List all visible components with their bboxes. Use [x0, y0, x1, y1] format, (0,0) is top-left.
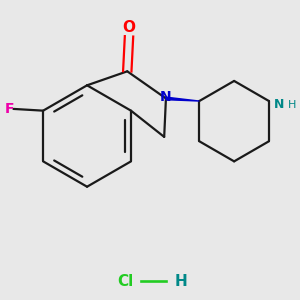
- Text: F: F: [4, 102, 14, 116]
- Polygon shape: [166, 97, 199, 101]
- Text: H: H: [175, 274, 188, 289]
- Text: N: N: [274, 98, 285, 111]
- Text: H: H: [288, 100, 297, 110]
- Text: Cl: Cl: [117, 274, 134, 289]
- Text: N: N: [160, 90, 172, 104]
- Text: O: O: [122, 20, 136, 35]
